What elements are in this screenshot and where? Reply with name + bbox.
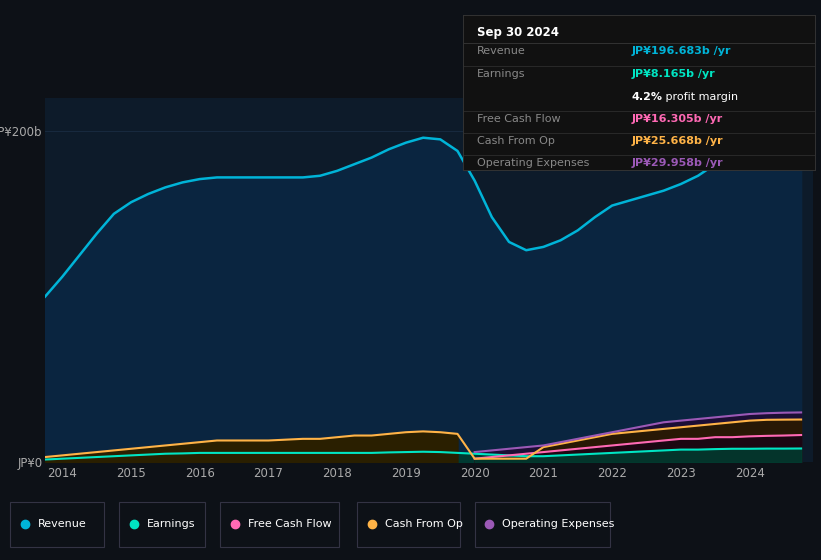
- FancyBboxPatch shape: [119, 502, 205, 547]
- Text: Earnings: Earnings: [477, 69, 525, 80]
- Text: 4.2%: 4.2%: [632, 92, 663, 102]
- Text: Free Cash Flow: Free Cash Flow: [248, 519, 332, 529]
- Text: profit margin: profit margin: [662, 92, 738, 102]
- Text: Free Cash Flow: Free Cash Flow: [477, 114, 561, 124]
- Text: JP¥25.668b /yr: JP¥25.668b /yr: [632, 136, 723, 146]
- FancyBboxPatch shape: [220, 502, 339, 547]
- Text: Earnings: Earnings: [147, 519, 195, 529]
- FancyBboxPatch shape: [475, 502, 610, 547]
- FancyBboxPatch shape: [357, 502, 460, 547]
- Text: JP¥29.958b /yr: JP¥29.958b /yr: [632, 157, 723, 167]
- Text: JP¥8.165b /yr: JP¥8.165b /yr: [632, 69, 716, 80]
- Text: JP¥16.305b /yr: JP¥16.305b /yr: [632, 114, 723, 124]
- Text: Cash From Op: Cash From Op: [477, 136, 555, 146]
- Text: Operating Expenses: Operating Expenses: [502, 519, 615, 529]
- Text: Cash From Op: Cash From Op: [385, 519, 463, 529]
- Text: Operating Expenses: Operating Expenses: [477, 157, 589, 167]
- Text: JP¥196.683b /yr: JP¥196.683b /yr: [632, 46, 732, 56]
- Text: Revenue: Revenue: [38, 519, 86, 529]
- FancyBboxPatch shape: [10, 502, 104, 547]
- Text: Sep 30 2024: Sep 30 2024: [477, 26, 559, 39]
- Text: Revenue: Revenue: [477, 46, 525, 56]
